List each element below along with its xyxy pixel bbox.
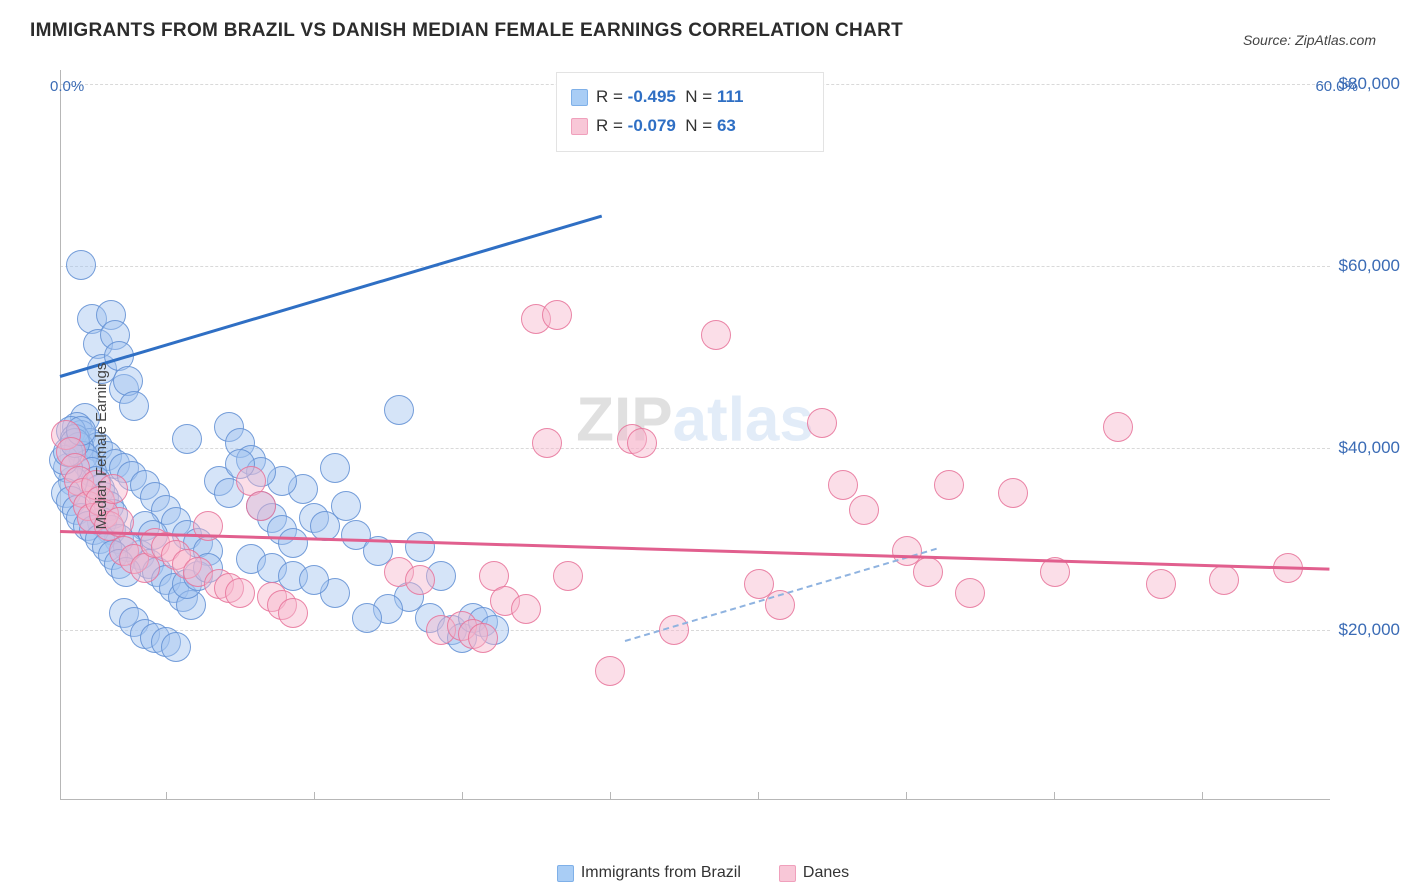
brazil-trendline-extrapolated [625,548,937,642]
danes-data-point[interactable] [701,320,731,350]
brazil-data-point[interactable] [161,632,191,662]
danes-data-point[interactable] [246,491,276,521]
brazil-data-point[interactable] [119,391,149,421]
danes-data-point[interactable] [828,470,858,500]
danes-data-point[interactable] [542,300,572,330]
gridline-20000 [60,630,1330,631]
danes-data-point[interactable] [225,578,255,608]
x-tick-mark-6 [906,792,907,800]
plot-area: $80,000 $60,000 $40,000 $20,000 0.0% 60.… [60,70,1330,800]
bottom-legend: Immigrants from Brazil Danes [0,864,1406,882]
danes-data-point[interactable] [1209,565,1239,595]
chart-title: IMMIGRANTS FROM BRAZIL VS DANISH MEDIAN … [30,20,903,42]
x-tick-mark-5 [758,792,759,800]
brazil-data-point[interactable] [352,603,382,633]
danes-data-point[interactable] [849,495,879,525]
y-tick-60000: $60,000 [1339,256,1400,276]
legend-label-brazil: Immigrants from Brazil [581,864,741,882]
danes-data-point[interactable] [553,561,583,591]
watermark: ZIP atlas [576,385,814,456]
danes-data-point[interactable] [511,594,541,624]
brazil-data-point[interactable] [320,453,350,483]
y-tick-40000: $40,000 [1339,438,1400,458]
x-tick-mark-4 [610,792,611,800]
danes-data-point[interactable] [278,598,308,628]
legend-swatch-brazil [571,89,588,106]
danes-data-point[interactable] [532,428,562,458]
legend-row-brazil: R = -0.495 N = 111 [571,83,809,112]
brazil-data-point[interactable] [299,565,329,595]
danes-data-point[interactable] [913,557,943,587]
y-tick-20000: $20,000 [1339,620,1400,640]
x-axis-line [60,799,1330,800]
header-row: IMMIGRANTS FROM BRAZIL VS DANISH MEDIAN … [0,0,1406,42]
x-tick-mark-1 [166,792,167,800]
source-label: Source: ZipAtlas.com [1243,32,1376,48]
danes-data-point[interactable] [468,623,498,653]
x-tick-0: 0.0% [50,78,84,95]
danes-data-point[interactable] [1103,412,1133,442]
x-tick-mark-7 [1054,792,1055,800]
brazil-data-point[interactable] [278,528,308,558]
legend-swatch-bottom-danes [779,865,796,882]
brazil-data-point[interactable] [405,532,435,562]
danes-data-point[interactable] [998,478,1028,508]
brazil-data-point[interactable] [384,395,414,425]
x-tick-mark-3 [462,792,463,800]
correlation-legend: R = -0.495 N = 111 R = -0.079 N = 63 [556,72,824,152]
danes-data-point[interactable] [595,656,625,686]
legend-swatch-danes [571,118,588,135]
legend-item-brazil[interactable]: Immigrants from Brazil [557,864,741,882]
danes-data-point[interactable] [807,408,837,438]
chart-container: IMMIGRANTS FROM BRAZIL VS DANISH MEDIAN … [0,0,1406,892]
y-axis-title: Median Female Earnings [93,363,110,530]
legend-row-danes: R = -0.079 N = 63 [571,112,809,141]
legend-swatch-bottom-brazil [557,865,574,882]
danes-data-point[interactable] [955,578,985,608]
legend-label-danes: Danes [803,864,849,882]
danes-data-point[interactable] [627,428,657,458]
danes-data-point[interactable] [934,470,964,500]
brazil-data-point[interactable] [66,250,96,280]
brazil-data-point[interactable] [331,491,361,521]
brazil-trendline [60,215,603,378]
danes-data-point[interactable] [405,565,435,595]
danes-data-point[interactable] [1146,569,1176,599]
x-tick-60: 60.0% [1315,78,1358,95]
x-tick-mark-8 [1202,792,1203,800]
brazil-data-point[interactable] [172,424,202,454]
legend-item-danes[interactable]: Danes [779,864,849,882]
gridline-60000 [60,266,1330,267]
x-tick-mark-2 [314,792,315,800]
